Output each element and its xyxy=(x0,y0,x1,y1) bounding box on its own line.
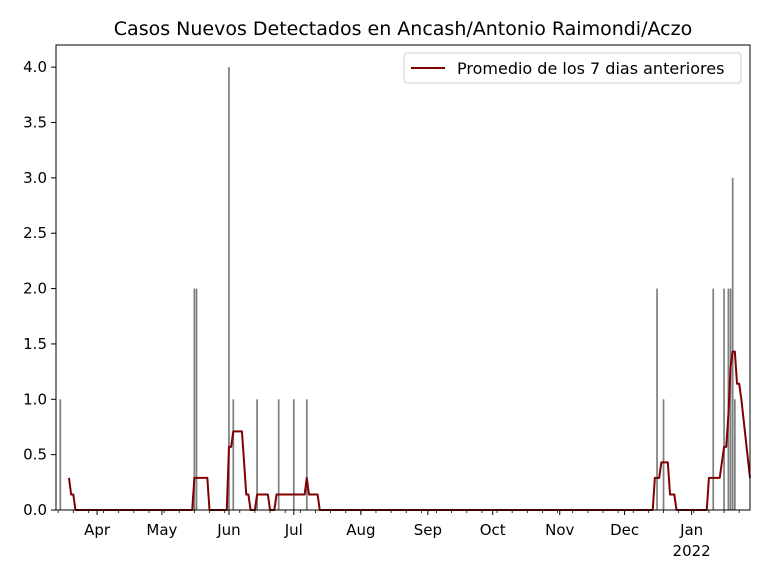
x-tick-label: Oct xyxy=(480,521,506,539)
legend: Promedio de los 7 dias anteriores xyxy=(403,52,742,84)
bars-layer xyxy=(59,67,736,511)
case-bar xyxy=(662,399,665,510)
x-tick-label: May xyxy=(146,521,177,539)
case-bar xyxy=(195,288,198,510)
case-bar xyxy=(734,399,736,510)
case-bar xyxy=(731,177,734,511)
case-bar xyxy=(228,67,230,510)
case-bar xyxy=(729,288,732,510)
x-tick-label: Jun xyxy=(216,521,240,539)
y-tick-label: 4.0 xyxy=(23,58,47,76)
case-bar xyxy=(256,399,258,510)
y-tick-label: 2.0 xyxy=(23,280,47,298)
y-axis: 0.0 0.5 1.0 1.5 2.0 2.5 3.0 3.5 4.0 xyxy=(23,58,56,519)
line-layer xyxy=(67,350,751,511)
x-tick-label: Sep xyxy=(414,521,442,539)
x-tick-label: Nov xyxy=(545,521,574,539)
x-tick-label: Aug xyxy=(346,521,375,539)
average-line xyxy=(67,350,751,511)
case-bar xyxy=(59,399,62,510)
y-tick-label: 0.5 xyxy=(23,446,47,464)
x-tick-label: Dec xyxy=(610,521,639,539)
y-tick-label: 3.0 xyxy=(23,169,47,187)
case-bar xyxy=(277,399,280,510)
x-tick-label: Apr xyxy=(84,521,111,539)
x-tick-label: Jul xyxy=(284,521,303,539)
chart-title: Casos Nuevos Detectados en Ancash/Antoni… xyxy=(114,18,692,40)
y-tick-label: 3.5 xyxy=(23,114,47,132)
y-tick-label: 2.5 xyxy=(23,224,47,242)
y-tick-label: 1.5 xyxy=(23,335,47,353)
y-tick-label: 1.0 xyxy=(23,390,47,408)
legend-label: Promedio de los 7 dias anteriores xyxy=(457,59,724,78)
case-bar xyxy=(305,399,308,510)
case-bar xyxy=(723,288,725,510)
x-axis: Apr May Jun Jul Aug Sep Oct Nov Dec Jan 2022 xyxy=(57,510,740,560)
legend-box xyxy=(403,52,742,84)
case-bar xyxy=(292,399,295,510)
x-tick-label: Jan 2022 xyxy=(673,521,711,560)
case-bar xyxy=(656,288,658,510)
case-bar xyxy=(193,288,196,510)
case-bar xyxy=(712,288,715,510)
plot-frame xyxy=(55,44,751,511)
case-bar xyxy=(232,399,235,510)
y-tick-label: 0.0 xyxy=(23,501,47,519)
